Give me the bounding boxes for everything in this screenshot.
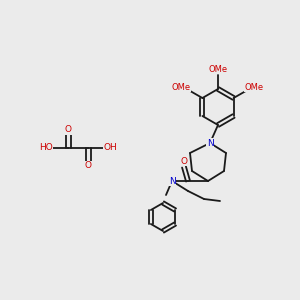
Text: OMe: OMe [172,82,191,91]
Text: OH: OH [103,143,117,152]
Text: O: O [181,157,188,166]
Text: N: N [169,176,176,185]
Text: OMe: OMe [208,64,228,74]
Text: OMe: OMe [244,82,263,91]
Text: HO: HO [39,143,53,152]
Text: N: N [207,139,213,148]
Text: O: O [64,125,71,134]
Text: O: O [85,161,92,170]
